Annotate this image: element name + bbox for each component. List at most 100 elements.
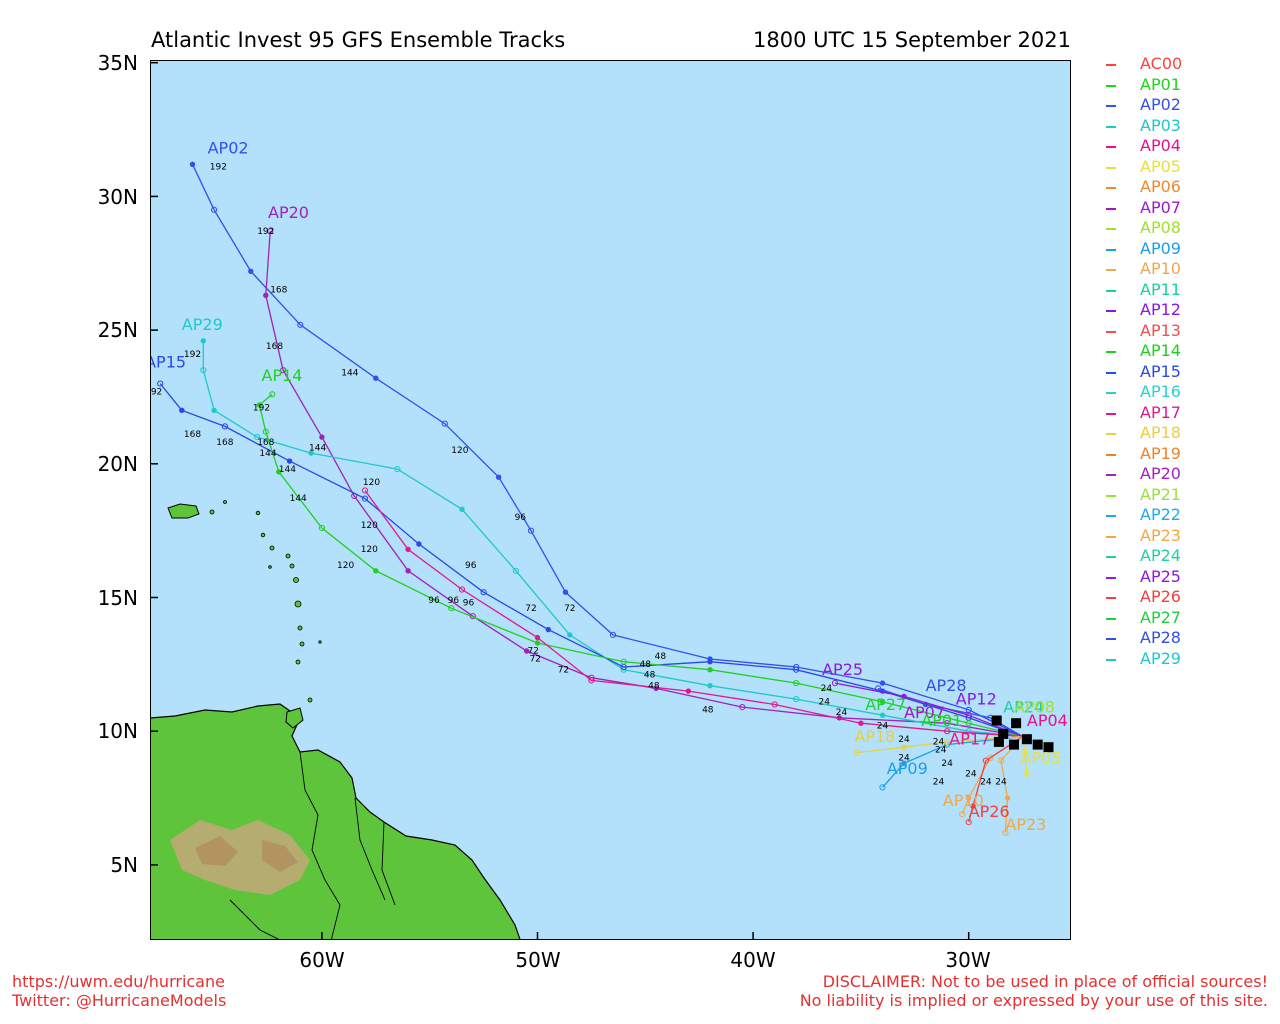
track-point — [620, 658, 627, 665]
legend-label: AP01 — [1140, 74, 1181, 94]
footer-twitter[interactable]: Twitter: @HurricaneModels — [12, 991, 227, 1010]
track-point — [308, 450, 314, 456]
lat-label-15n: 15N — [97, 586, 138, 610]
forecast-hour-label: 120 — [337, 561, 354, 571]
legend-item-ap17: AP17 — [1102, 403, 1280, 424]
track-point — [944, 738, 951, 746]
legend-item-ap02: AP02 — [1102, 95, 1280, 116]
track-point — [1002, 829, 1009, 836]
forecast-hour-label: 168 — [270, 286, 287, 296]
legend-label: AP13 — [1140, 320, 1181, 340]
lon-label-40w: 40W — [730, 948, 776, 972]
track-point — [405, 568, 411, 574]
track-point — [970, 803, 976, 809]
legend-item-ap05: AP05 — [1102, 157, 1280, 178]
track-line — [202, 340, 1023, 738]
forecast-hour-label: 120 — [451, 446, 468, 456]
legend-label: AP11 — [1140, 279, 1181, 299]
legend-swatch — [1106, 453, 1116, 456]
forecast-hour-label: 120 — [361, 545, 378, 555]
initial-position-marker — [991, 715, 1002, 726]
legend-swatch — [1106, 64, 1116, 66]
footer-url[interactable]: https://uwm.edu/hurricane — [12, 972, 225, 991]
legend-swatch — [1106, 228, 1116, 230]
track-point — [512, 567, 520, 574]
map-title: Atlantic Invest 95 GFS Ensemble Tracks — [151, 28, 566, 52]
member-label-ap28: AP28 — [926, 676, 967, 695]
track-line — [159, 383, 1023, 738]
legend-item-ap07: AP07 — [1102, 198, 1280, 219]
lat-label-30n: 30N — [97, 185, 138, 209]
lesser-antilles — [209, 500, 322, 703]
legend-label: AP07 — [1140, 197, 1181, 217]
forecast-hour-label: 48 — [644, 671, 656, 681]
track-point — [318, 524, 325, 532]
legend-label: AP04 — [1140, 136, 1181, 155]
forecast-hour-label: 96 — [428, 596, 440, 606]
track-point — [361, 487, 369, 494]
forecast-hour-label: 24 — [877, 722, 889, 732]
ensemble-tracks — [157, 161, 1054, 836]
legend-item-ap14: AP14 — [1102, 341, 1280, 362]
legend-swatch — [1106, 289, 1116, 292]
track-line — [882, 735, 1023, 788]
legend-swatch — [1106, 105, 1116, 107]
puerto-rico — [167, 503, 200, 519]
track-point — [200, 338, 207, 344]
forecast-hour-label: 48 — [648, 681, 660, 691]
legend-swatch — [1106, 392, 1116, 394]
legend-swatch — [1106, 433, 1116, 435]
legend-item-ap27: AP27 — [1102, 608, 1280, 629]
border-lines — [229, 751, 396, 940]
track-point — [211, 407, 217, 413]
track-point — [361, 495, 369, 502]
member-label-ap08: AP08 — [1014, 698, 1055, 717]
track-line — [265, 231, 1023, 738]
track-point — [959, 811, 966, 818]
legend-swatch — [1106, 576, 1116, 579]
legend-swatch — [1106, 535, 1116, 538]
legend-item-ap29: AP29 — [1102, 649, 1280, 670]
legend-item-ap24: AP24 — [1102, 546, 1280, 567]
legend-swatch — [1106, 597, 1116, 599]
track-map[interactable]: AP02 AP20 AP29 AP15 AP14 AP25 AP28 AP12 AP27 AP07… — [150, 60, 1071, 940]
track-point — [965, 712, 972, 719]
legend-swatch — [1106, 269, 1116, 271]
forecast-hour-label: 144 — [290, 494, 307, 504]
legend-item-ap16: AP16 — [1102, 382, 1280, 403]
track-point — [373, 568, 379, 574]
track-point — [545, 626, 551, 633]
forecast-hour-label: 120 — [363, 478, 380, 488]
legend-label: AP06 — [1140, 177, 1181, 196]
legend-item-ap26: AP26 — [1102, 587, 1280, 608]
legend-swatch — [1106, 146, 1116, 148]
track-point — [793, 680, 800, 687]
track-point — [534, 634, 541, 641]
track-point — [771, 701, 778, 708]
legend-label: AP12 — [1140, 300, 1181, 319]
forecast-hour-label: 48 — [702, 706, 714, 716]
track-point — [319, 434, 325, 440]
track-point — [831, 680, 839, 687]
member-label-ap26: AP26 — [969, 802, 1010, 821]
track-point — [965, 728, 972, 735]
initial-position-marker — [1043, 742, 1054, 753]
track-line — [191, 164, 1023, 738]
member-label-ap25: AP25 — [822, 660, 863, 679]
track-point — [394, 466, 401, 473]
track-point — [267, 228, 274, 235]
track-point — [879, 712, 886, 718]
track-point — [458, 586, 466, 593]
legend-item-ap25: AP25 — [1102, 567, 1280, 588]
lat-label-20n: 20N — [97, 452, 138, 476]
legend-item-ap13: AP13 — [1102, 321, 1280, 342]
legend-swatch — [1106, 84, 1116, 87]
member-label-ap24: AP24 — [1003, 698, 1044, 717]
forecast-hour-label: 24 — [965, 770, 977, 780]
legend-label: AC00 — [1140, 54, 1183, 73]
forecast-hour-label: 192 — [210, 163, 227, 173]
lat-label-5n: 5N — [110, 853, 138, 877]
track-point — [524, 648, 530, 654]
member-label-ap15: AP15 — [150, 353, 186, 372]
